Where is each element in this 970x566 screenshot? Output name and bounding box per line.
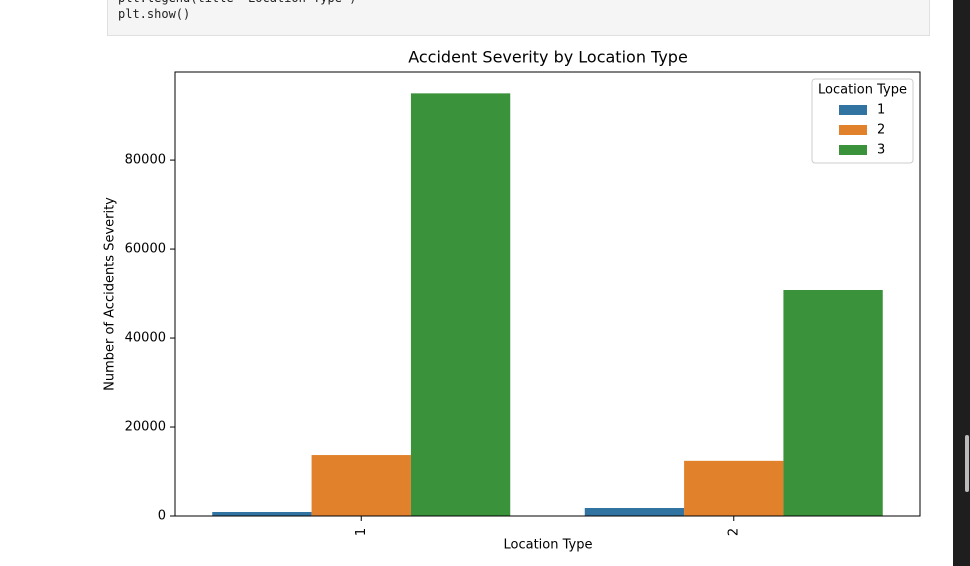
code-cell: plt.legend(title='Location Type') plt.sh… — [107, 0, 930, 36]
legend-label: 1 — [877, 103, 885, 118]
y-tick-label: 0 — [158, 509, 166, 524]
legend-swatch — [839, 125, 867, 135]
bar — [311, 455, 411, 516]
plot-frame — [174, 71, 921, 517]
y-tick-label: 40000 — [125, 331, 166, 346]
y-tick-label: 80000 — [125, 153, 166, 168]
legend-box — [811, 78, 914, 164]
bar — [410, 93, 511, 516]
bar — [584, 507, 685, 516]
y-tick-label: 60000 — [125, 242, 166, 257]
x-axis-label: Location Type — [504, 538, 593, 553]
scrollbar[interactable] — [953, 0, 970, 566]
bar — [212, 511, 312, 516]
scrollbar-thumb[interactable] — [965, 435, 969, 492]
legend-title: Location Type — [818, 83, 907, 98]
legend-label: 2 — [877, 123, 885, 138]
chart-title: Accident Severity by Location Type — [408, 48, 688, 67]
legend-label: 3 — [877, 143, 885, 158]
code-line: plt.show() — [118, 7, 191, 21]
bar — [783, 289, 883, 516]
legend-swatch — [839, 145, 867, 155]
x-tick-label: 1 — [354, 528, 369, 536]
y-tick-label: 20000 — [125, 420, 166, 435]
y-axis-label: Number of Accidents Severity — [103, 197, 118, 391]
chart: Accident Severity by Location Type Locat… — [103, 48, 921, 553]
code-line: plt.legend(title='Location Type') — [118, 0, 356, 5]
bar — [684, 460, 784, 516]
legend-swatch — [839, 105, 867, 115]
x-tick-label: 2 — [726, 528, 741, 536]
